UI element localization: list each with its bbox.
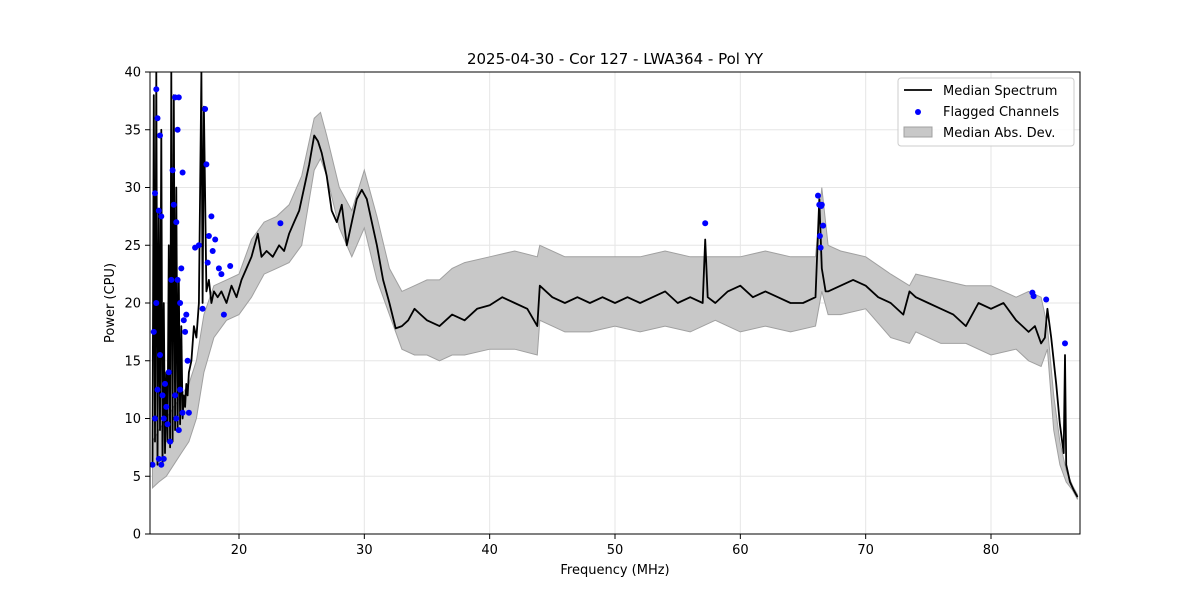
flagged-point: [702, 220, 709, 227]
y-tick-label: 20: [124, 297, 141, 312]
flagged-point: [1043, 296, 1050, 303]
flagged-point: [208, 213, 215, 220]
flagged-point: [212, 236, 219, 243]
flagged-point: [1030, 293, 1037, 300]
median-abs-dev-band: [152, 111, 1078, 500]
flagged-point: [155, 455, 162, 462]
flagged-point: [174, 276, 181, 283]
flagged-point: [160, 455, 167, 462]
flagged-point: [820, 222, 827, 229]
flagged-point: [199, 305, 206, 312]
flagged-point: [179, 169, 186, 176]
flagged-point: [209, 248, 216, 254]
flagged-point: [158, 461, 165, 468]
flagged-point: [154, 115, 161, 122]
band-area: [152, 111, 1078, 500]
flagged-point: [155, 207, 162, 214]
flagged-point: [159, 392, 166, 399]
flagged-point: [185, 409, 192, 416]
flagged-point: [150, 328, 157, 335]
flagged-point: [818, 201, 825, 208]
flagged-point: [178, 265, 185, 272]
flagged-point: [173, 219, 180, 226]
y-tick-label: 15: [124, 354, 141, 369]
flagged-point: [149, 461, 156, 468]
flagged-point: [168, 276, 175, 283]
flagged-point: [277, 220, 284, 227]
flagged-point: [179, 409, 186, 416]
y-tick-label: 5: [133, 470, 141, 485]
flagged-point: [175, 94, 182, 101]
flagged-point: [215, 265, 222, 272]
legend-swatch-band: [903, 126, 933, 138]
x-tick-label: 30: [356, 543, 373, 558]
flagged-point: [227, 263, 234, 269]
flagged-point: [220, 311, 227, 318]
x-tick-label: 20: [231, 543, 248, 558]
flagged-point: [157, 352, 163, 358]
chart-title: 2025-04-30 - Cor 127 - LWA364 - Pol YY: [467, 50, 764, 68]
flagged-point: [204, 259, 211, 266]
flagged-point: [177, 386, 184, 393]
flagged-point: [152, 190, 158, 197]
flagged-point: [173, 415, 180, 422]
x-tick-label: 80: [983, 543, 1000, 558]
y-tick-label: 25: [124, 239, 141, 254]
flagged-point: [177, 300, 184, 306]
flagged-point: [163, 403, 170, 410]
flagged-point: [202, 106, 209, 112]
flagged-point: [1062, 340, 1068, 347]
flagged-point: [165, 369, 172, 376]
x-tick-label: 50: [607, 543, 624, 558]
legend-swatch-flagged: [915, 109, 921, 115]
flagged-point: [160, 415, 167, 422]
y-tick-label: 10: [124, 412, 141, 427]
y-axis-label: Power (CPU): [103, 263, 118, 343]
flagged-point: [817, 244, 824, 251]
flagged-point: [816, 233, 823, 239]
flagged-point: [175, 427, 182, 434]
x-tick-label: 70: [857, 543, 874, 558]
flagged-point: [815, 192, 821, 199]
y-tick-label: 40: [124, 66, 141, 81]
legend-label-flagged: Flagged Channels: [943, 105, 1059, 120]
y-axis-ticks: 0 5 10 15 20 25 30 35 40: [124, 66, 150, 543]
flagged-point: [180, 317, 187, 324]
legend-label-median: Median Spectrum: [943, 84, 1057, 99]
y-tick-label: 30: [124, 181, 141, 196]
flagged-point: [153, 86, 160, 93]
flagged-point: [167, 438, 174, 445]
flagged-point: [152, 415, 158, 422]
flagged-point: [169, 167, 176, 174]
flagged-point: [183, 311, 190, 318]
flagged-point: [170, 201, 177, 208]
flagged-channel-points: [149, 86, 1068, 468]
flagged-point: [174, 126, 181, 133]
x-tick-label: 40: [481, 543, 498, 558]
flagged-point: [158, 213, 165, 220]
flagged-point: [184, 357, 191, 364]
flagged-point: [172, 392, 179, 399]
flagged-point: [154, 386, 161, 393]
median-line-path: [151, 72, 1079, 498]
flagged-point: [218, 271, 225, 278]
legend-label-band: Median Abs. Dev.: [943, 126, 1055, 141]
flagged-point: [205, 233, 212, 239]
flagged-point: [164, 421, 171, 428]
x-axis-label: Frequency (MHz): [560, 563, 669, 578]
y-tick-label: 35: [124, 123, 141, 138]
flagged-point: [157, 132, 163, 139]
legend-box: [897, 77, 1075, 147]
flagged-point: [153, 300, 160, 306]
flagged-point: [203, 161, 210, 168]
flagged-point: [195, 242, 202, 249]
median-spectrum-line: [151, 72, 1079, 498]
legend: Median Spectrum Flagged Channels Median …: [897, 77, 1075, 147]
x-tick-label: 60: [732, 543, 749, 558]
y-tick-label: 0: [133, 528, 141, 543]
flagged-point: [182, 328, 189, 335]
x-axis-ticks: 20 30 40 50 60 70 80: [231, 534, 1000, 558]
flagged-point: [162, 380, 168, 387]
